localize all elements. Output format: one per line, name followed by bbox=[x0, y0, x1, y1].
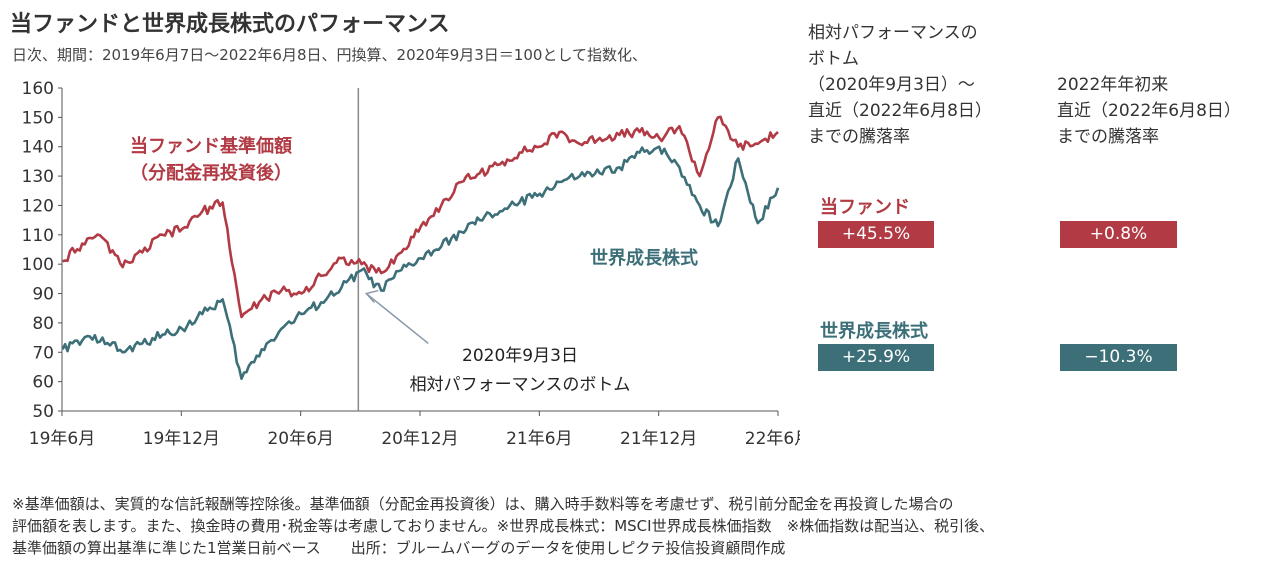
footnote-line: 基準価額の算出基準に準じた1営業日前ベース 出所：ブルームバーグのデータを使用し… bbox=[12, 539, 786, 557]
y-tick-label: 80 bbox=[32, 314, 54, 334]
y-tick-label: 130 bbox=[22, 167, 54, 187]
bottom-arrow bbox=[365, 292, 429, 345]
row-label-growth: 世界成長株式 bbox=[820, 321, 928, 342]
y-tick-label: 120 bbox=[22, 196, 54, 216]
fund-col2-value: +0.8% bbox=[1060, 221, 1177, 248]
bottom-annotation-text: 相対パフォーマンスのボトム bbox=[410, 375, 631, 395]
chart-subtitle: 日次、期間：2019年6月7日～2022年6月8日、円換算、2020年9月3日＝… bbox=[12, 46, 647, 64]
growth-col1-value: +25.9% bbox=[818, 344, 934, 371]
chart-title: 当ファンドと世界成長株式のパフォーマンス bbox=[10, 12, 450, 37]
y-tick-label: 50 bbox=[32, 402, 54, 422]
y-tick-label: 140 bbox=[22, 138, 54, 158]
y-tick-label: 90 bbox=[32, 285, 54, 305]
x-tick-label: 19年6月 bbox=[29, 429, 95, 449]
y-tick-label: 60 bbox=[32, 373, 54, 393]
x-tick-label: 19年12月 bbox=[143, 429, 220, 449]
y-tick-label: 160 bbox=[22, 79, 54, 99]
x-tick-label: 20年6月 bbox=[267, 429, 333, 449]
footnote-line: ※基準価額は、実質的な信託報酬等控除後。基準価額（分配金再投資後）は、購入時手数… bbox=[12, 495, 954, 513]
growth-series-line bbox=[61, 145, 780, 380]
growth-col2-value: −10.3% bbox=[1060, 344, 1177, 371]
fund-series-label-sub: （分配金再投資後） bbox=[130, 162, 292, 184]
growth-series-label: 世界成長株式 bbox=[590, 247, 698, 269]
y-axis: 50 60 70 80 90 100 110 120 130 140 150 160 bbox=[22, 79, 63, 422]
footnote-line: 評価額を表します。また、換金時の費用･税金等は考慮しておりません。※世界成長株式… bbox=[12, 517, 995, 535]
fund-series-line bbox=[62, 115, 779, 319]
x-axis: 19年6月 19年12月 20年6月 20年12月 21年6月 21年12月 22年6月 bbox=[29, 410, 800, 449]
y-tick-label: 150 bbox=[22, 108, 54, 128]
fund-series-label: 当ファンド基準価額 bbox=[130, 135, 292, 157]
y-tick-label: 110 bbox=[22, 226, 54, 246]
bottom-annotation-date: 2020年9月3日 bbox=[462, 346, 578, 366]
footnotes: ※基準価額は、実質的な信託報酬等控除後。基準価額（分配金再投資後）は、購入時手数… bbox=[12, 493, 994, 559]
col1-header: 相対パフォーマンスの ボトム （2020年9月3日）～ 直近（2022年6月8日… bbox=[808, 23, 992, 147]
col2-header: 2022年年初来 直近（2022年6月8日） までの騰落率 bbox=[1057, 75, 1241, 147]
fund-col1-value: +45.5% bbox=[818, 221, 934, 248]
bottom-arrow-head bbox=[364, 289, 379, 304]
x-tick-label: 20年12月 bbox=[381, 429, 458, 449]
y-tick-label: 70 bbox=[32, 343, 54, 363]
y-tick-label: 100 bbox=[22, 255, 54, 275]
row-label-fund: 当ファンド bbox=[820, 197, 910, 218]
x-tick-label: 22年6月 bbox=[745, 429, 800, 449]
x-tick-label: 21年6月 bbox=[506, 429, 572, 449]
x-tick-label: 21年12月 bbox=[620, 429, 697, 449]
